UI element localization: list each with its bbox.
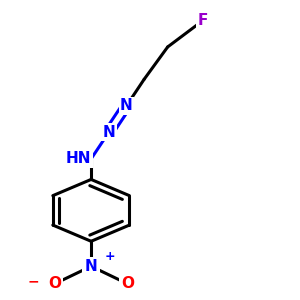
Text: HN: HN: [66, 151, 91, 166]
Text: −: −: [27, 274, 39, 288]
Text: N: N: [120, 98, 133, 113]
Text: +: +: [105, 250, 116, 262]
Text: O: O: [48, 277, 61, 292]
Text: N: N: [85, 259, 98, 274]
Text: O: O: [122, 277, 134, 292]
Text: N: N: [102, 125, 115, 140]
Text: F: F: [198, 13, 208, 28]
